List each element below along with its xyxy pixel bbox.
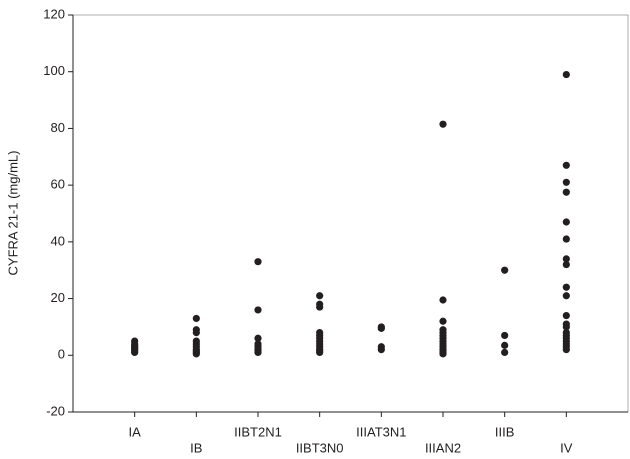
x-tick-label: IIBT3N0: [296, 440, 344, 455]
y-tick-label: -20: [46, 403, 65, 418]
data-point: [192, 314, 200, 323]
data-point: [501, 331, 509, 340]
data-point: [377, 343, 385, 351]
data-point: [562, 292, 570, 300]
x-tick-label: IIIAT3N1: [356, 424, 406, 439]
y-tick-label: 120: [43, 6, 65, 21]
x-tick-label: IIBT2N1: [234, 424, 282, 439]
x-tick-label: IIIAN2: [425, 440, 461, 455]
y-tick-label: 0: [58, 347, 65, 362]
data-point: [562, 178, 570, 186]
data-point: [377, 323, 385, 331]
data-point: [562, 161, 570, 169]
data-point: [316, 300, 324, 308]
x-tick-label: IIIB: [495, 424, 515, 439]
x-tick-label: IA: [129, 424, 142, 439]
data-point: [439, 317, 447, 325]
data-point: [562, 255, 570, 263]
data-point: [254, 258, 262, 266]
data-point: [562, 260, 570, 269]
data-point: [562, 283, 570, 291]
data-point: [562, 70, 570, 79]
data-point: [562, 218, 570, 226]
data-point: [316, 292, 324, 300]
data-point: [254, 306, 262, 314]
data-point: [192, 326, 200, 334]
data-point: [562, 311, 570, 320]
y-tick-label: 40: [51, 233, 65, 248]
data-point: [439, 326, 447, 334]
y-tick-label: 20: [51, 290, 65, 305]
data-point: [501, 348, 509, 357]
data-point: [562, 320, 570, 328]
data-point: [316, 329, 324, 337]
data-point: [501, 266, 509, 274]
y-axis-label: CYFRA 21-1 (mg/mL): [5, 151, 20, 276]
x-tick-label: IV: [560, 440, 573, 455]
plot-frame: [72, 14, 629, 413]
data-point: [192, 337, 200, 345]
x-tick-label: IB: [190, 440, 202, 455]
data-point: [562, 329, 570, 337]
data-point: [254, 340, 262, 348]
y-tick-label: 80: [51, 120, 65, 135]
data-point: [562, 235, 570, 243]
data-point: [439, 296, 447, 304]
data-point: [254, 334, 262, 342]
data-point: [562, 188, 570, 196]
data-point: [501, 341, 509, 349]
y-tick-label: 60: [51, 177, 65, 192]
data-point: [439, 120, 447, 128]
y-tick-label: 100: [43, 63, 65, 78]
data-point: [131, 337, 139, 345]
